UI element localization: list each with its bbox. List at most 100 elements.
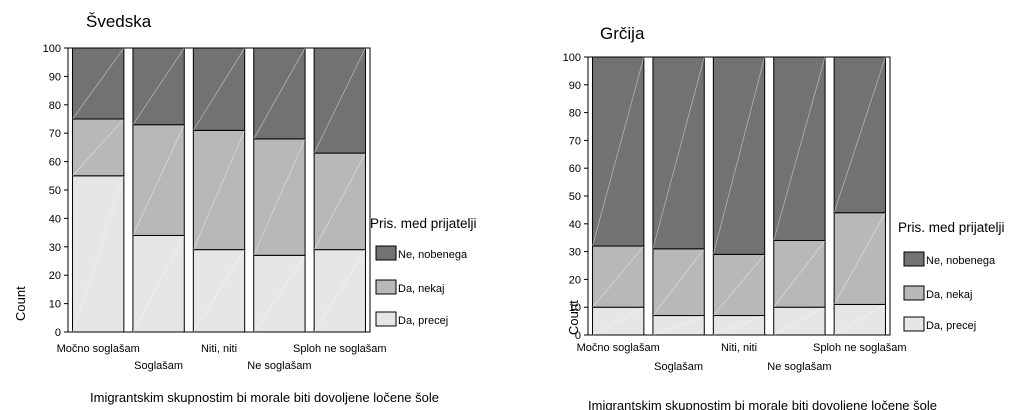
bar-segment	[652, 248, 705, 317]
y-tick-label: 90	[569, 80, 581, 92]
y-tick-label: 0	[55, 327, 61, 339]
legend-item-label: Ne, nobenega	[926, 255, 996, 267]
bar-sheen	[713, 254, 765, 316]
bar-segment	[132, 124, 185, 236]
y-tick-label: 50	[569, 191, 581, 203]
x-category-label: Niti, niti	[721, 342, 757, 354]
y-tick-label: 100	[563, 52, 581, 64]
bar-sheen	[833, 212, 886, 305]
chart-1: 0 10 20 30 40 50 60 70 80 90 100 Močno soglašam Sogl…	[563, 24, 1005, 410]
y-axis-label: Count	[566, 300, 581, 335]
bar-segment	[592, 245, 645, 308]
y-axis-label: Count	[13, 286, 28, 321]
x-category-label: Ne soglašam	[247, 360, 311, 372]
bar-sheen	[192, 130, 246, 250]
bar-segment	[72, 175, 125, 333]
x-axis-label: Imigrantskim skupnostim bi morale biti d…	[90, 390, 439, 405]
y-tick-label: 40	[49, 213, 61, 225]
bar-sheen	[652, 315, 705, 336]
y-tick-label: 10	[569, 302, 581, 314]
legend-item-label: Da, nekaj	[398, 283, 444, 295]
bar-sheen	[253, 47, 306, 140]
bar-segment	[313, 47, 366, 154]
legend-title: Pris. med prijatelji	[370, 216, 477, 231]
bar-sheen	[253, 138, 306, 256]
y-tick-label: 60	[49, 157, 61, 169]
y-tick-label: 70	[569, 135, 581, 147]
legend-swatch	[375, 311, 397, 327]
bar-sheen	[652, 248, 705, 316]
bar-segment	[833, 56, 886, 214]
bar-sheen	[72, 47, 125, 120]
bar-sheen	[132, 124, 185, 236]
y-tick-label: 30	[49, 242, 61, 254]
bar-sheen	[592, 56, 645, 247]
bar-sheen	[592, 306, 645, 336]
y-tick-label: 40	[569, 219, 581, 231]
x-category-label: Sploh ne soglašam	[293, 343, 387, 355]
bar-segment	[253, 47, 306, 140]
bar-sheen	[313, 47, 366, 154]
bar-segment	[192, 129, 246, 251]
bar-sheen	[192, 249, 246, 333]
bar-sheen	[132, 235, 185, 333]
legend-swatch	[903, 285, 925, 301]
bar-segment	[192, 249, 246, 333]
bar-sheen	[713, 315, 765, 336]
bar-sheen	[72, 175, 125, 333]
legend-swatch	[903, 316, 925, 332]
bar-segment	[773, 239, 826, 308]
x-category-label: Močno soglašam	[57, 343, 140, 355]
x-category-label: Sploh ne soglašam	[813, 342, 907, 354]
bar-segment	[833, 212, 886, 305]
x-category-label: Ne soglašam	[767, 361, 831, 373]
bar-sheen	[833, 304, 886, 336]
bar-segment	[592, 56, 645, 247]
x-category-label: Soglašam	[134, 360, 183, 372]
legend-swatch	[375, 279, 397, 295]
y-tick-label: 30	[569, 247, 581, 259]
bar-segment	[712, 56, 766, 255]
bar-segment	[132, 234, 185, 333]
x-axis-label: Imigrantskim skupnostim bi morale biti d…	[588, 398, 937, 410]
bar-sheen	[773, 306, 826, 336]
chart-title: Švedska	[86, 12, 152, 31]
y-tick-label: 80	[49, 100, 61, 112]
bar-segment	[592, 306, 645, 336]
x-category-label: Soglašam	[654, 361, 703, 373]
bar-segment	[773, 56, 826, 241]
bar-segment	[313, 152, 366, 251]
bar-segment	[652, 56, 705, 250]
bar-sheen	[313, 152, 366, 250]
y-tick-label: 80	[569, 108, 581, 120]
chart-0: 0 10 20 30 40 50 60 70 80 90 100 Močno soglašam Sogl…	[13, 12, 477, 405]
bar-segment	[773, 306, 826, 336]
bar-sheen	[773, 56, 826, 241]
y-tick-label: 50	[49, 185, 61, 197]
bar-sheen	[712, 56, 766, 255]
bar-segment	[712, 253, 766, 317]
legend-item-label: Da, precej	[398, 315, 448, 327]
x-category-label: Niti, niti	[201, 343, 237, 355]
y-tick-label: 90	[49, 71, 61, 83]
bar-segment	[132, 47, 185, 126]
bar-sheen	[192, 47, 246, 131]
bar-sheen	[592, 245, 645, 308]
y-tick-label: 100	[43, 43, 61, 55]
legend-title: Pris. med prijatelji	[898, 220, 1005, 235]
legend-item-label: Ne, nobenega	[398, 249, 468, 261]
bar-sheen	[313, 249, 366, 333]
y-tick-label: 70	[49, 128, 61, 140]
y-tick-label: 10	[49, 299, 61, 311]
y-tick-label: 20	[49, 270, 61, 282]
y-tick-label: 60	[569, 163, 581, 175]
bar-sheen	[773, 240, 826, 308]
bar-sheen	[253, 255, 306, 333]
x-category-label: Močno soglašam	[577, 342, 660, 354]
bar-sheen	[132, 47, 185, 125]
y-tick-label: 0	[575, 330, 581, 342]
legend-item-label: Da, nekaj	[926, 289, 972, 301]
bar-segment	[72, 47, 125, 120]
bar-segment	[313, 249, 366, 333]
bar-sheen	[72, 118, 125, 177]
